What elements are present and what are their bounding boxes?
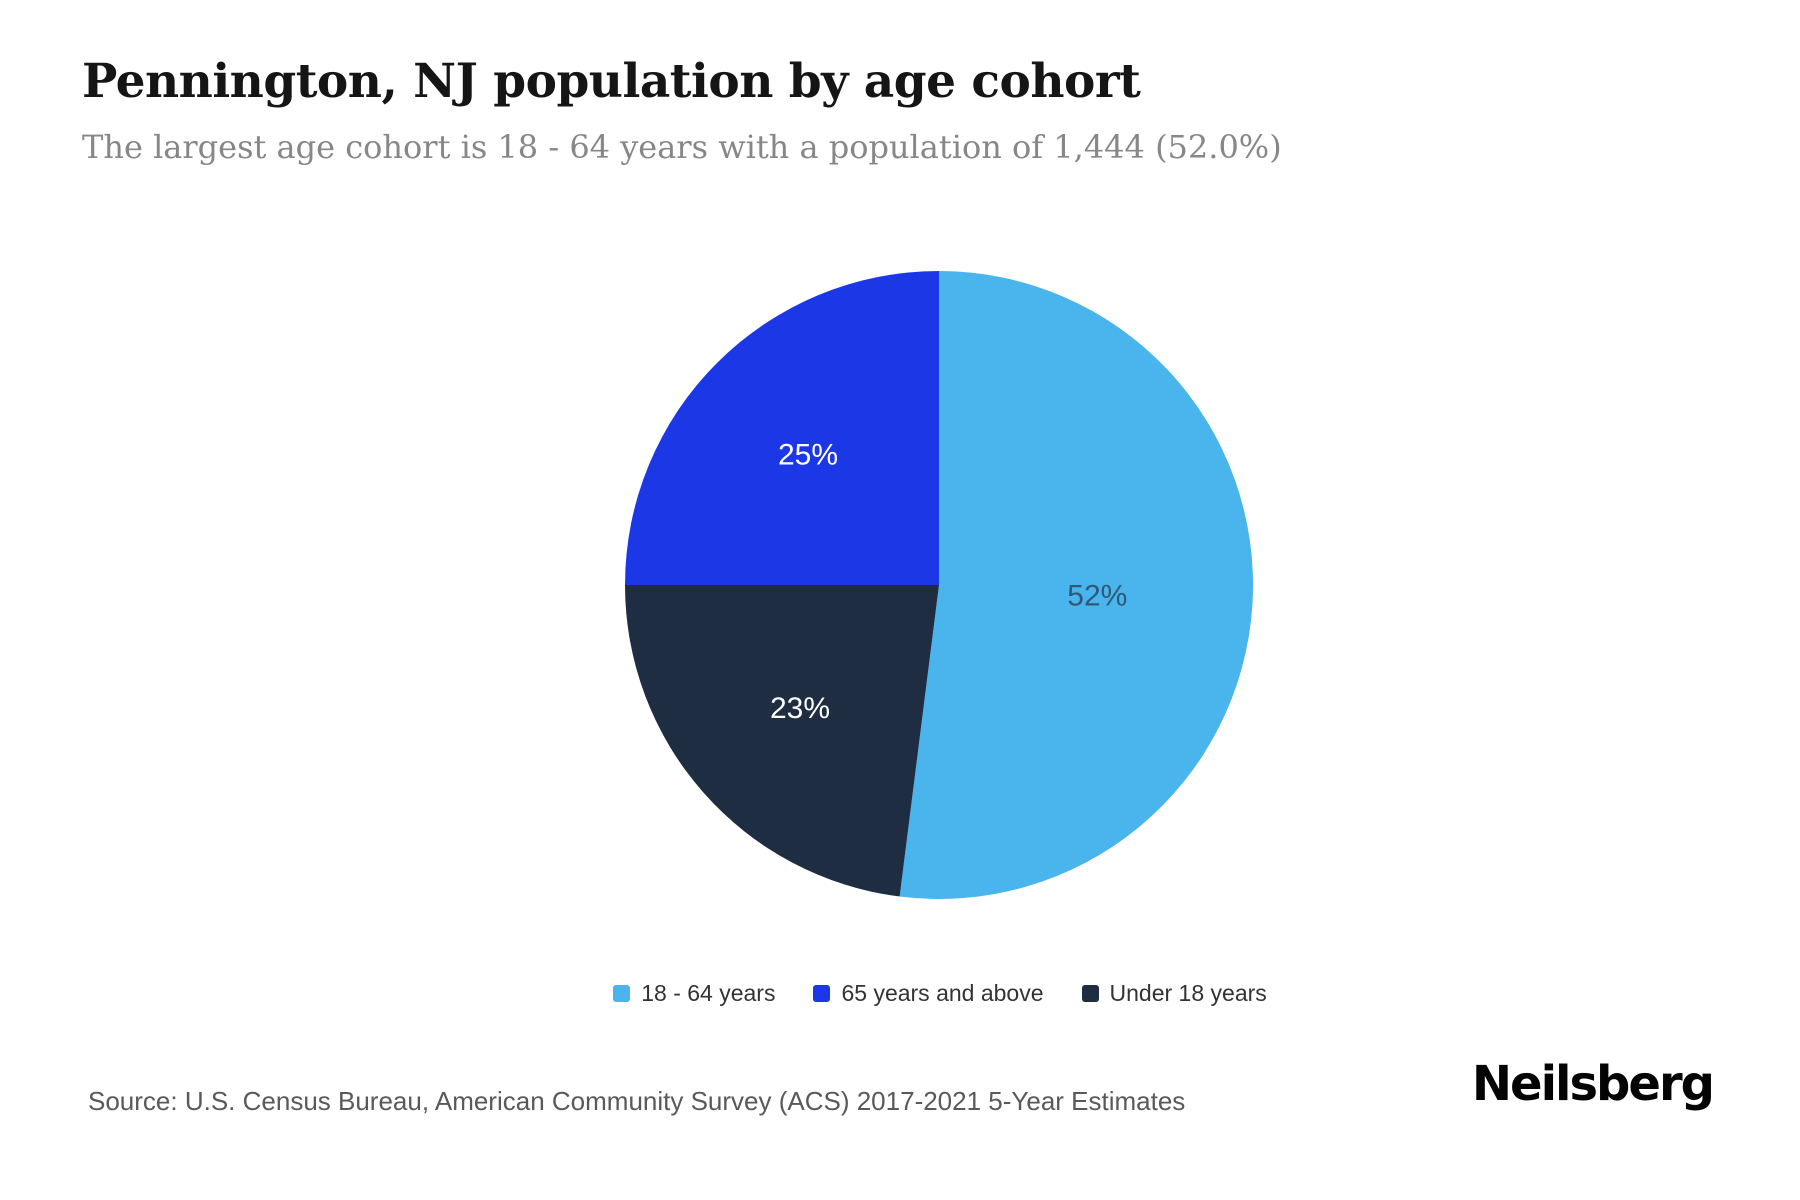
pie-chart: 52% 23% 25% <box>625 271 1254 899</box>
page-subtitle: The largest age cohort is 18 - 64 years … <box>82 128 1282 166</box>
legend-label: 18 - 64 years <box>641 980 776 1006</box>
chart-legend: 18 - 64 years 65 years and above Under 18 … <box>80 980 1800 1007</box>
legend-item-18-64-years[interactable]: 18 - 64 years <box>613 980 775 1007</box>
source-text: Source: U.S. Census Bureau, American Com… <box>88 1086 1186 1116</box>
legend-label: 65 years and above <box>841 980 1044 1006</box>
legend-item-under-18-years[interactable]: Under 18 years <box>1081 980 1267 1007</box>
legend-marker-icon <box>1081 985 1099 1002</box>
legend-item-65-years-and-above[interactable]: 65 years and above <box>813 980 1044 1007</box>
pie-slice-label-65-years-and-above: 25% <box>778 439 838 472</box>
pie-slice-label-under-18-years: 23% <box>770 692 830 725</box>
pie-slice-under-18-years[interactable] <box>625 585 939 897</box>
legend-marker-icon <box>613 985 631 1002</box>
brand-logo: Neilsberg <box>1471 1056 1715 1112</box>
pie-slice-65-years-and-above[interactable] <box>625 271 939 585</box>
legend-marker-icon <box>813 985 831 1002</box>
pie-slice-18-64-years[interactable] <box>899 271 1254 899</box>
legend-label: Under 18 years <box>1109 980 1267 1006</box>
page-title: Pennington, NJ population by age cohort <box>82 54 1141 109</box>
pie-slice-label-18-64-years: 52% <box>1067 580 1127 613</box>
